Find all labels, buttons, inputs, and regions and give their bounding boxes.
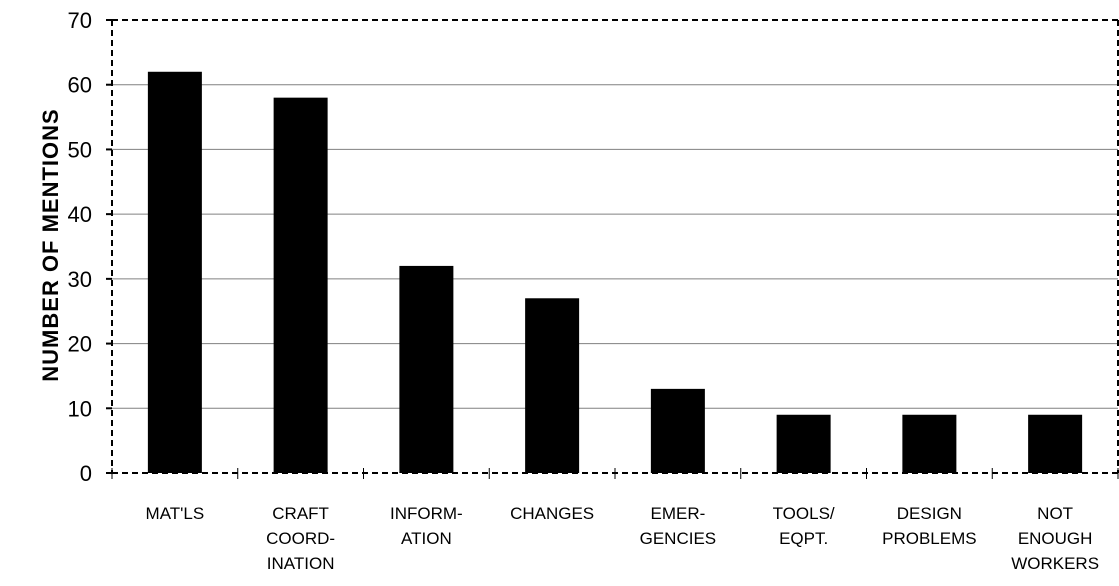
bar (902, 414, 957, 473)
x-tick-label-line: MAT'LS (146, 504, 205, 523)
x-tick-label-line: EMER- (650, 504, 705, 523)
x-tick-label: CRAFT COORD- INATION (266, 504, 335, 573)
y-tick-label: 60 (68, 73, 92, 98)
x-tick-label-line: CRAFT (272, 504, 329, 523)
x-tick-label: TOOLS/EQPT. (773, 504, 835, 548)
x-tick-label-line: CHANGES (510, 504, 594, 523)
bars (147, 71, 1083, 474)
x-tick-label-line: GENCIES (640, 529, 717, 548)
x-tick-label: INFORM- ATION (390, 504, 463, 548)
bar (525, 298, 580, 473)
x-tick-label-line: INFORM- (390, 504, 463, 523)
x-tick-label-line: PROBLEMS (882, 529, 976, 548)
x-tick-labels: MAT'LS CRAFT COORD- INATION INFORM- ATION CHAN… (146, 504, 1100, 573)
y-tick-label: 10 (68, 396, 92, 421)
y-tick-label: 0 (80, 461, 92, 486)
x-tick-label: DESIGN PROBLEMS (882, 504, 976, 548)
y-tick-label: 50 (68, 137, 92, 162)
y-tick-labels: 0 10 20 30 40 50 60 70 (68, 8, 92, 486)
y-axis-label: NUMBER OF MENTIONS (38, 108, 63, 381)
bar (273, 97, 328, 474)
x-tick-label-line: ENOUGH (1018, 529, 1093, 548)
bar (147, 71, 202, 474)
plot-frame (111, 19, 1119, 473)
x-tick-label: CHANGES (510, 504, 594, 523)
x-tick-label-line: COORD- (266, 529, 335, 548)
y-tick-label: 70 (68, 8, 92, 33)
bar (650, 388, 705, 473)
y-tick-label: 20 (68, 332, 92, 357)
x-tick-label: EMER- GENCIES (640, 504, 717, 548)
x-tick-label-line: ATION (401, 529, 452, 548)
x-tick-label-line: NOT (1037, 504, 1073, 523)
gridlines (112, 84, 1118, 409)
x-tick-label-line: WORKERS (1011, 554, 1099, 573)
x-tick-label: NOT ENOUGH WORKERS (1011, 504, 1099, 573)
bar (399, 265, 454, 473)
y-tick-label: 40 (68, 202, 92, 227)
y-tick-label: 30 (68, 267, 92, 292)
x-tick-label: MAT'LS (146, 504, 205, 523)
bar (776, 414, 831, 473)
x-tick-label-line: TOOLS/ (773, 504, 835, 523)
x-tick-label-line: EQPT. (779, 529, 828, 548)
axes (106, 19, 1119, 479)
x-tick-label-line: DESIGN (897, 504, 962, 523)
bar (1028, 414, 1083, 473)
x-tick-label-line: INATION (267, 554, 335, 573)
